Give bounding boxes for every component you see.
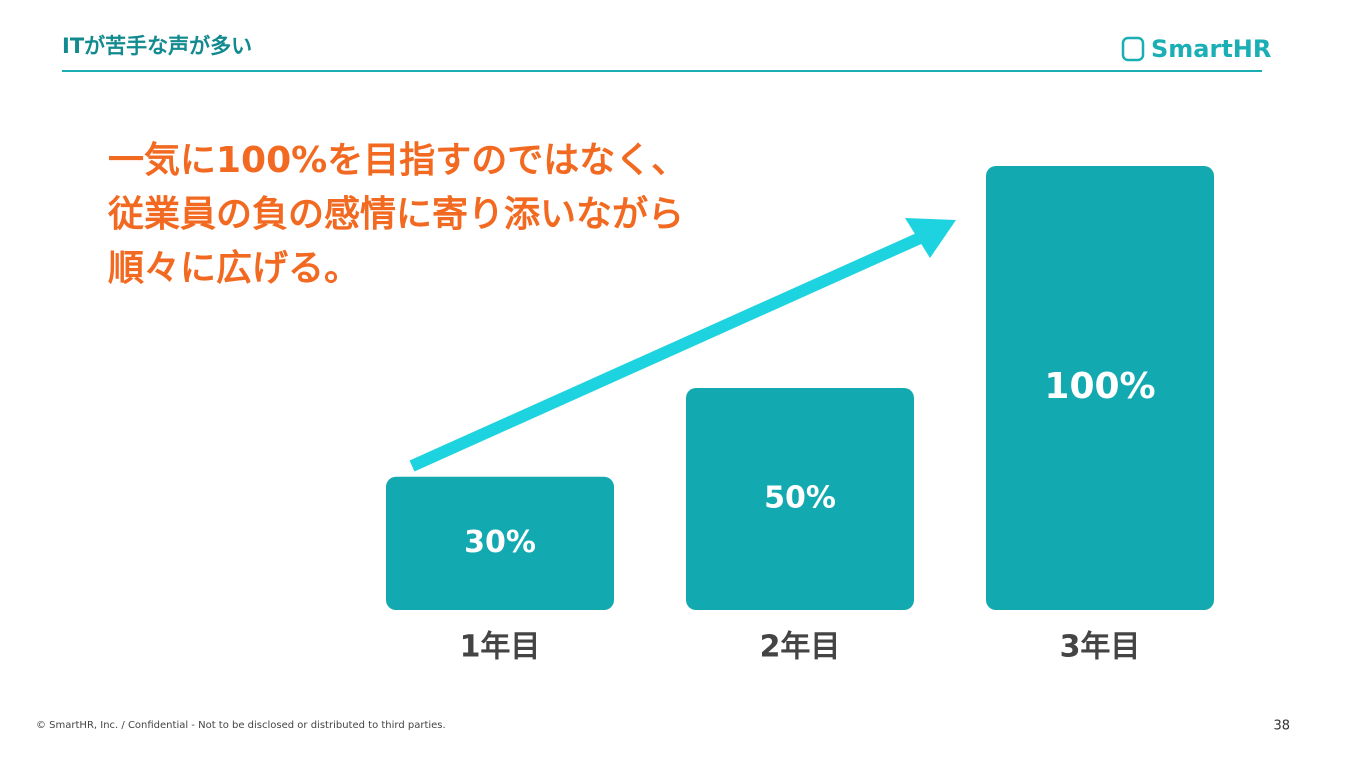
bar: [686, 388, 914, 610]
copyright: © SmartHR, Inc. / Confidential - Not to …: [36, 720, 446, 731]
category-label: 2年目: [760, 630, 841, 665]
value-label: 100%: [1044, 366, 1155, 407]
bar: [986, 166, 1214, 610]
chart: 30% 1年目 50% 2年目 100% 3年目: [386, 166, 1214, 665]
category-label: 1年目: [460, 630, 541, 665]
arrow-head: [905, 218, 956, 258]
headline-line: 順々に広げる。: [108, 248, 360, 289]
category-label: 3年目: [1060, 630, 1141, 665]
page-number: 38: [1273, 719, 1290, 734]
value-label: 50%: [764, 481, 836, 516]
slide-title: ITが苦手な声が多い: [62, 34, 252, 58]
logo-icon: [1121, 36, 1145, 62]
logo: SmartHR: [1151, 35, 1271, 63]
arrow-shaft: [409, 232, 923, 472]
headline-line: 従業員の負の感情に寄り添いながら: [107, 194, 684, 235]
bar: [386, 476, 614, 610]
value-label: 30%: [464, 525, 536, 560]
headline-line: 一気に100%を目指すのではなく、: [108, 140, 687, 181]
